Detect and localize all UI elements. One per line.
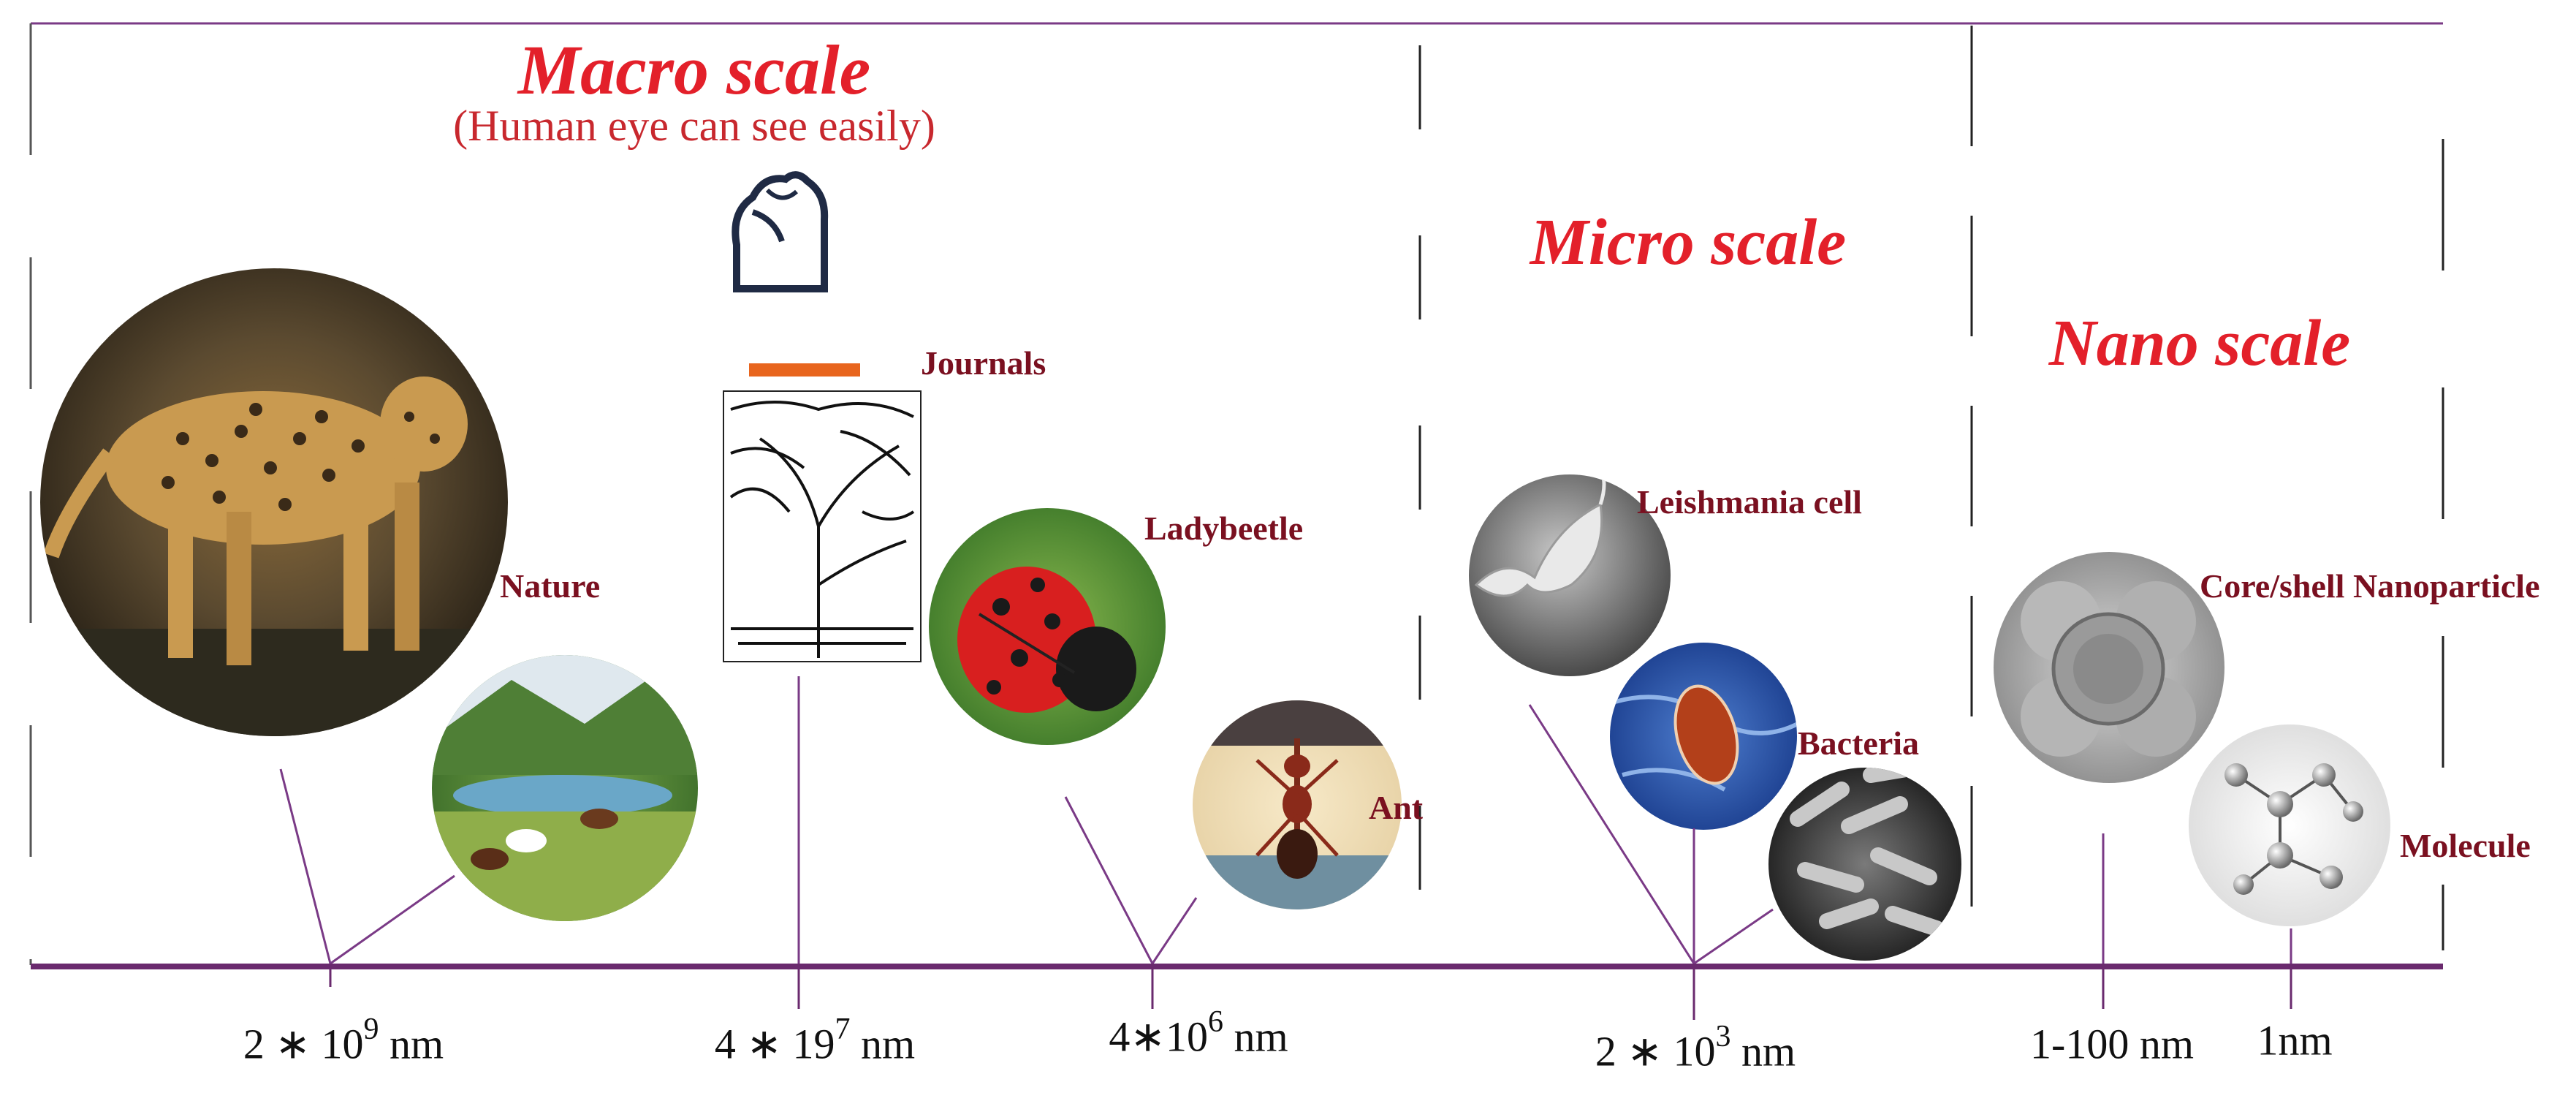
micro-scale-title: Micro scale <box>1530 206 1847 279</box>
tick-label-1-100nm: 1-100 nm <box>2030 1020 2194 1068</box>
tick-label-1nm: 1nm <box>2257 1016 2333 1064</box>
label-leishmania: Leishmania cell <box>1637 483 1862 521</box>
label-bacteria: Bacteria <box>1798 724 1920 762</box>
nano-scale-title: Nano scale <box>2048 307 2351 379</box>
bacteria-image <box>1768 768 1961 961</box>
blue-cell-image <box>1610 643 1797 830</box>
label-ladybeetle: Ladybeetle <box>1144 510 1304 547</box>
journals-logo <box>723 171 922 662</box>
macro-scale-subtitle: (Human eye can see easily) <box>453 102 935 150</box>
label-nanoparticle: Core/shell Nanoparticle <box>2200 567 2540 605</box>
label-nature: Nature <box>500 567 601 605</box>
nature-image <box>432 655 698 921</box>
tick-label-4e7: 4 ∗ 197 nm <box>714 1013 916 1068</box>
label-journals: Journals <box>921 344 1046 382</box>
molecule-image <box>2189 724 2390 926</box>
nanoparticle-image <box>1994 552 2224 783</box>
leader-ladybeetle-ant <box>1064 796 1198 966</box>
label-ant: Ant <box>1369 789 1424 826</box>
label-molecule: Molecule <box>2400 827 2531 864</box>
leader-macro-left <box>279 768 455 966</box>
tick-label-4e6: 4∗106 nm <box>1109 1005 1288 1061</box>
ladybeetle-image <box>929 508 1166 745</box>
macro-scale-title: Macro scale <box>517 31 871 109</box>
tick-label-2e3: 2 ∗ 103 nm <box>1595 1020 1796 1075</box>
leishmania-image <box>1469 474 1671 676</box>
tick-label-2e9: 2 ∗ 109 nm <box>243 1013 444 1068</box>
cheetah-image <box>40 268 508 736</box>
